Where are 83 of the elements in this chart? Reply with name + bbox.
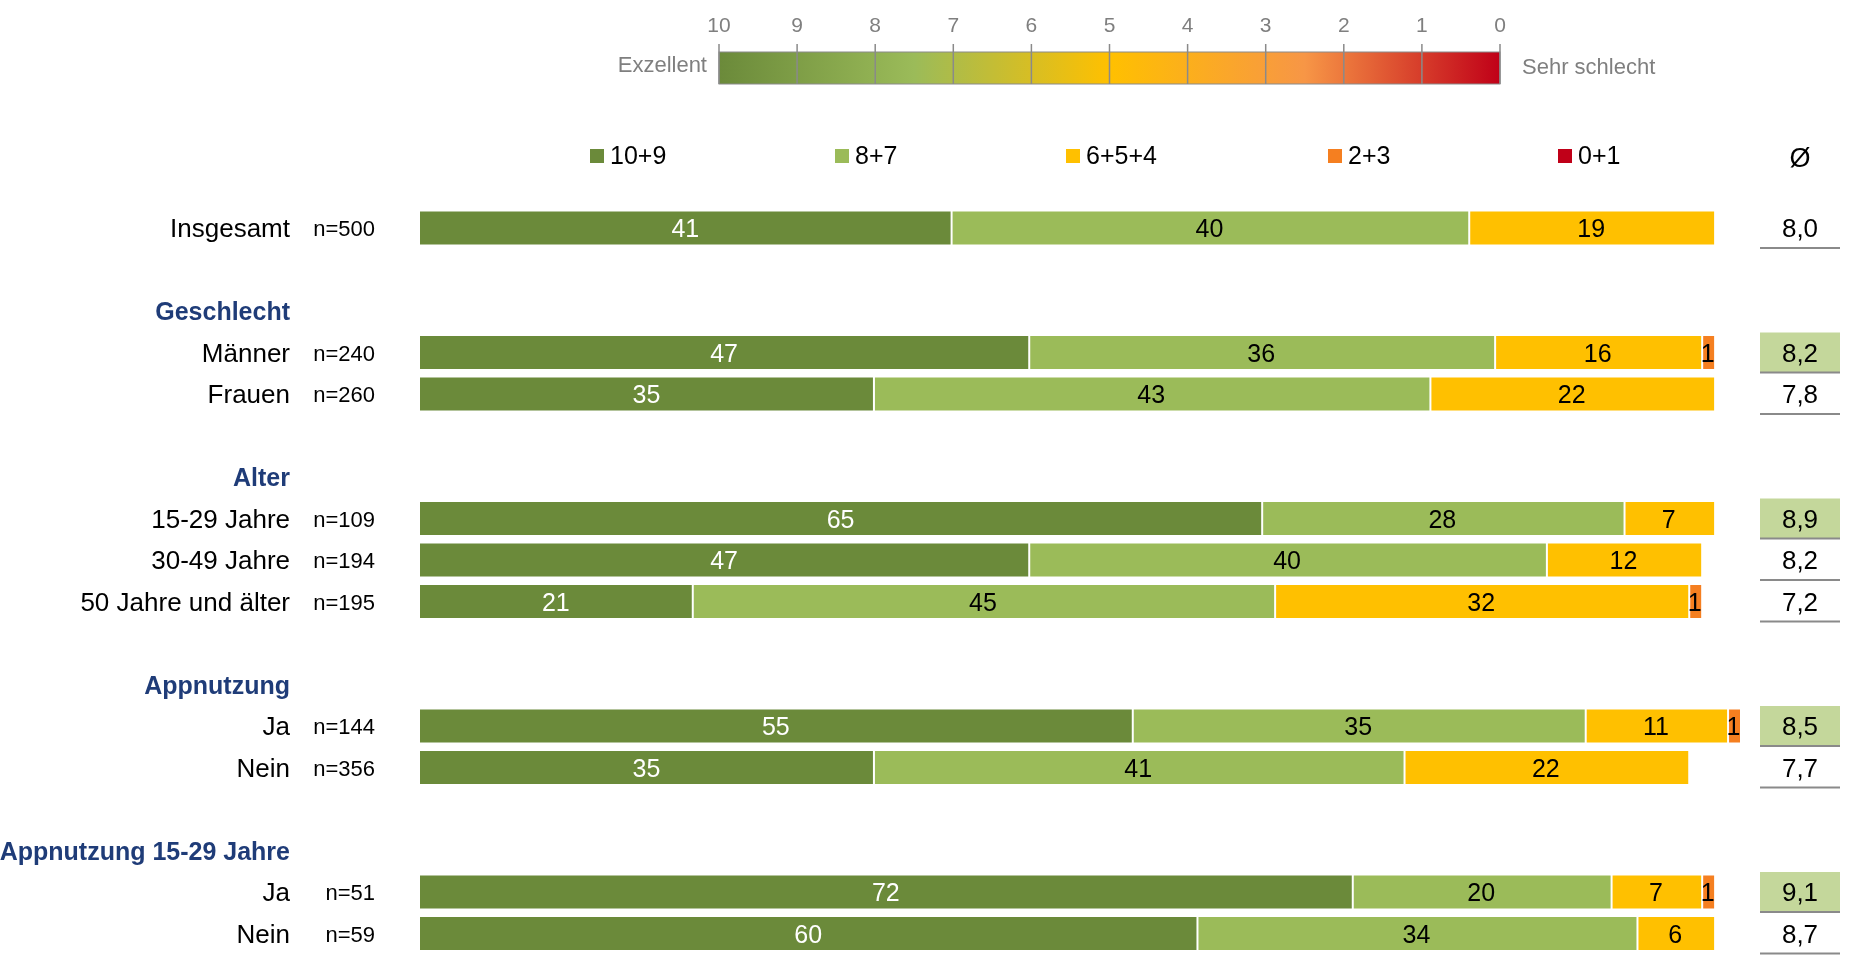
data-label: 41: [671, 214, 700, 242]
data-label: 40: [1273, 546, 1301, 574]
legend-label: 0+1: [1578, 141, 1621, 169]
data-label: 28: [1428, 504, 1457, 533]
data-label: 35: [1344, 712, 1373, 740]
text: 7,7: [1781, 752, 1819, 783]
data-label: 65: [826, 504, 855, 533]
text: 7,8: [1781, 379, 1819, 409]
text: n=194: [313, 548, 375, 573]
text: 8,5: [1781, 711, 1819, 741]
text: n=260: [313, 382, 375, 407]
data-label: 7: [1661, 504, 1676, 533]
data-label: 72: [871, 878, 900, 906]
data-label: 36: [1247, 338, 1276, 367]
data-label: 55: [761, 712, 790, 740]
text: 8,0: [1781, 213, 1819, 243]
y-tick-label: Appnutzung 15-29 Jahre: [0, 836, 291, 865]
data-label: 6: [1668, 919, 1683, 948]
data-label: 35: [632, 380, 661, 408]
data-label: 32: [1467, 587, 1496, 616]
data-label: 47: [710, 338, 739, 367]
text: n=59: [325, 921, 375, 947]
y-tick-label: 30-49 Jahre: [151, 545, 290, 575]
text: n=51: [325, 880, 375, 905]
text: n=240: [313, 340, 375, 366]
color-bar-label: 4: [1181, 13, 1194, 36]
color-bar-label: 2: [1337, 13, 1350, 36]
color-bar-label: 7: [947, 13, 960, 36]
data-label: 21: [541, 587, 570, 616]
y-tick-label: Frauen: [207, 379, 290, 409]
y-tick-label: Nein: [236, 752, 290, 783]
text: 8,9: [1781, 503, 1819, 534]
y-tick-label: Insgesamt: [170, 213, 291, 243]
y-tick-label: Alter: [233, 463, 291, 491]
color-bar-label: 0: [1494, 13, 1506, 36]
y-tick-label: Ja: [262, 877, 291, 907]
text: n=195: [313, 589, 375, 615]
y-tick-label: Nein: [236, 918, 290, 949]
y-tick-label: 15-29 Jahre: [151, 503, 290, 534]
text: n=144: [313, 714, 375, 739]
color-bar-label: 10: [707, 13, 731, 36]
color-bar-label: 1: [1416, 13, 1428, 36]
data-label: 43: [1137, 380, 1166, 408]
y-tick-label: Appnutzung: [144, 670, 290, 699]
legend-label: 2+3: [1348, 141, 1391, 169]
data-label: 22: [1557, 380, 1586, 408]
text: 8,7: [1781, 918, 1819, 949]
text: n=356: [313, 755, 375, 781]
text: n=500: [313, 216, 375, 241]
data-label: 12: [1609, 546, 1638, 574]
data-label: 60: [794, 919, 823, 948]
data-label: 16: [1583, 338, 1612, 367]
y-tick-label: Geschlecht: [155, 297, 291, 325]
color-bar-label: 3: [1259, 13, 1272, 36]
y-tick-label: Ja: [262, 711, 291, 741]
text: 8,2: [1781, 337, 1819, 368]
text: n=109: [313, 506, 375, 532]
data-label: 11: [1642, 712, 1669, 740]
legend-label: 10+9: [610, 141, 667, 169]
data-label: 40: [1195, 214, 1224, 242]
text: Exzellent: [617, 52, 707, 77]
y-tick-label: Männer: [201, 337, 291, 368]
color-bar-label: 9: [791, 13, 803, 36]
legend-label: 8+7: [855, 141, 898, 169]
text: Sehr schlecht: [1522, 54, 1656, 79]
data-label: 20: [1467, 878, 1496, 906]
text: 7,2: [1781, 586, 1819, 617]
data-label: 19: [1577, 214, 1606, 242]
text: 8,2: [1781, 545, 1819, 575]
y-tick-label: 50 Jahre und älter: [80, 586, 291, 617]
data-label: 22: [1531, 753, 1560, 782]
color-bar-label: 8: [869, 13, 882, 36]
data-label: 7: [1648, 878, 1663, 906]
data-label: 34: [1402, 919, 1431, 948]
text: 9,1: [1781, 877, 1819, 907]
data-label: 45: [969, 587, 997, 616]
color-bar-label: 5: [1103, 13, 1116, 36]
data-label: 47: [710, 546, 739, 574]
data-label: 35: [632, 753, 661, 782]
text: Ø: [1789, 143, 1811, 173]
legend-label: 6+5+4: [1086, 141, 1158, 169]
data-label: 41: [1124, 753, 1153, 782]
color-bar-label: 6: [1025, 13, 1038, 36]
